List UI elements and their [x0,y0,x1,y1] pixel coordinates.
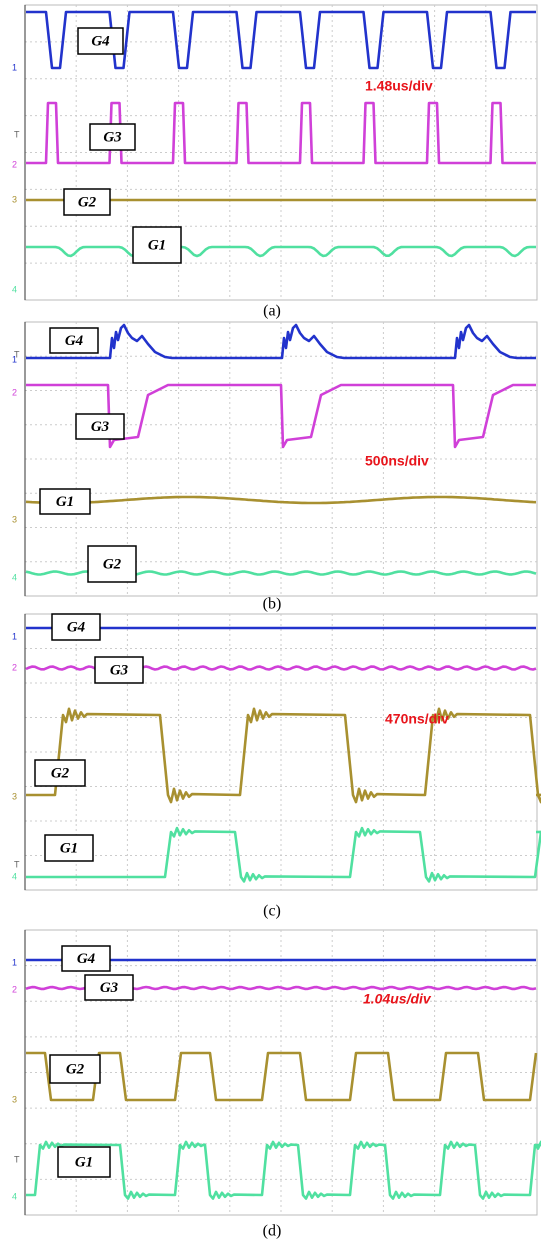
channel-marker: 2 [12,984,17,994]
channel-marker: 2 [12,662,17,672]
trigger-marker: T [14,349,20,359]
channel-marker: 4 [12,572,17,582]
signal-label: G2 [78,194,97,210]
channel-marker: 2 [12,387,17,397]
signal-label: G2 [66,1061,85,1077]
caption: (b) [263,596,282,613]
trigger-marker: T [14,859,20,869]
trigger-marker: T [14,129,20,139]
channel-marker: 3 [12,791,17,801]
signal-label: G3 [91,419,110,435]
scope-panel: 1 2 3 4 T G4 G3 G2 G1 470ns/div (c) [12,614,541,920]
signal-label: G4 [91,33,110,49]
signal-label: G1 [148,237,166,253]
scope-panel: 1 2 3 4 T G4 G3 G2 G1 1.48us/div (a) [12,5,537,320]
signal-label: G3 [103,129,122,145]
channel-marker: 4 [12,871,17,881]
caption: (a) [263,303,281,320]
channel-marker: 3 [12,194,17,204]
channel-marker: 1 [12,62,17,72]
channel-marker: 1 [12,957,17,967]
caption: (d) [263,1223,282,1240]
signal-label: G3 [110,662,129,678]
channel-marker: 2 [12,159,17,169]
signal-label: G3 [100,980,119,996]
channel-marker: 3 [12,514,17,524]
channel-marker: 4 [12,1191,17,1201]
signal-label: G4 [67,619,86,635]
signal-label: G2 [51,765,70,781]
figure: 1234TG4G3G2G11.48us/div(a)1234TG4G3G1G25… [0,0,541,1248]
timescale: 1.48us/div [365,78,433,94]
signal-label: G1 [75,1154,93,1170]
signal-label: G1 [56,494,74,510]
channel-marker: 4 [12,284,17,294]
timescale: 1.04us/div [363,991,432,1007]
channel-marker: 3 [12,1094,17,1104]
timescale: 500ns/div [365,453,429,469]
signal-label: G2 [103,556,122,572]
trigger-marker: T [14,1154,20,1164]
signal-label: G4 [77,951,96,967]
channel-marker: 1 [12,631,17,641]
signal-label: G4 [65,333,84,349]
signal-label: G1 [60,840,78,856]
caption: (c) [263,903,281,920]
timescale: 470ns/div [385,711,449,727]
